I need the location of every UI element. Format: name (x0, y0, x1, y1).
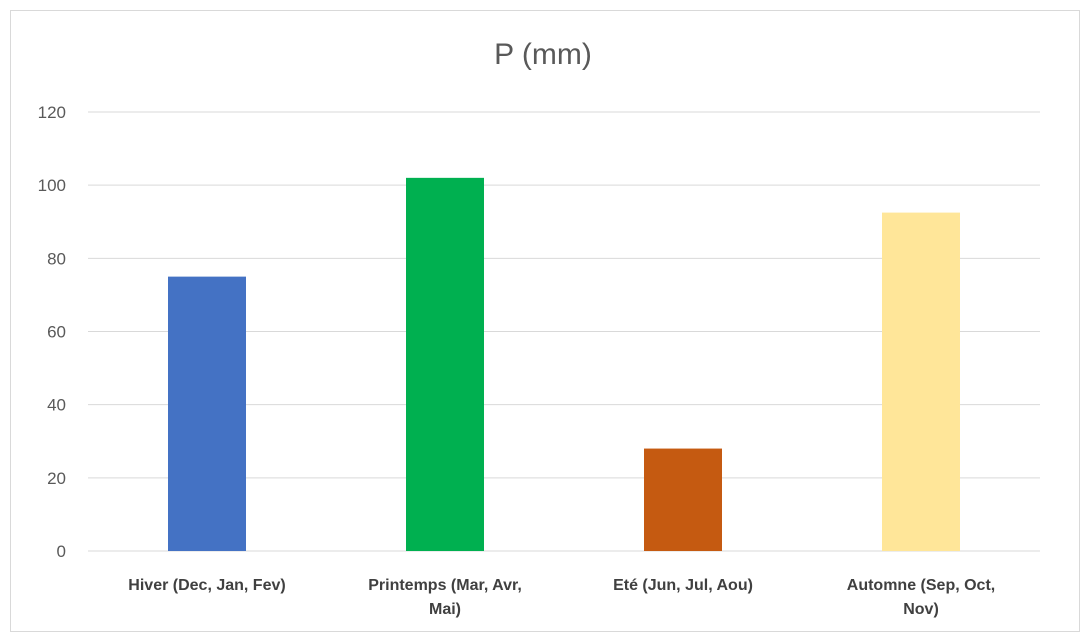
x-axis: Hiver (Dec, Jan, Fev) Printemps (Mar, Avr… (128, 577, 995, 618)
x-tick-label: Printemps (Mar, Avr, Mai) (368, 577, 522, 618)
x-tick-label: Automne (Sep, Oct, Nov) (847, 577, 995, 618)
bars (168, 177, 960, 551)
bar (406, 177, 484, 551)
y-tick-label: 120 (38, 103, 66, 122)
x-tick-label-line: Automne (Sep, Oct, (847, 577, 995, 594)
x-tick-label-line: Nov) (903, 601, 939, 618)
y-tick-label: 40 (47, 396, 66, 415)
x-tick-label-line: Printemps (Mar, Avr, (368, 577, 522, 594)
bar (882, 212, 960, 551)
chart-title: P (mm) (494, 38, 592, 71)
y-tick-label: 80 (47, 249, 66, 268)
x-tick-label: Eté (Jun, Jul, Aou) (613, 577, 753, 594)
x-tick-label-line: Hiver (Dec, Jan, Fev) (128, 577, 285, 594)
y-tick-label: 60 (47, 323, 66, 342)
y-tick-label: 20 (47, 469, 66, 488)
gridlines (88, 111, 1040, 552)
x-tick-label-line: Mai) (429, 601, 461, 618)
y-tick-label: 100 (38, 176, 66, 195)
y-tick-label: 0 (57, 542, 66, 561)
x-tick-label: Hiver (Dec, Jan, Fev) (128, 577, 285, 594)
x-tick-label-line: Eté (Jun, Jul, Aou) (613, 577, 753, 594)
bar (644, 448, 722, 551)
bar (168, 276, 246, 551)
y-axis: 0 20 40 60 80 100 120 (38, 103, 66, 561)
